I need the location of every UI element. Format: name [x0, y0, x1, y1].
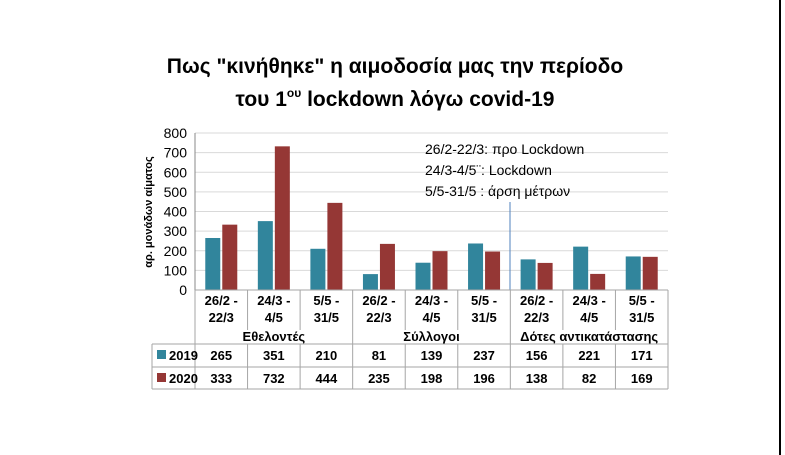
y-tick-label: 500	[164, 184, 188, 200]
table-value: 82	[582, 371, 596, 386]
bar-2019-3	[362, 274, 378, 290]
legend-swatch-2020	[157, 373, 166, 382]
bar-2020-0	[222, 224, 238, 290]
category-label: 22/3	[209, 310, 234, 325]
chart-title-line-1: Πως "κινήθηκε" η αιμοδοσία μας την περίο…	[110, 55, 680, 79]
category-label: 22/3	[524, 310, 549, 325]
y-tick-label: 400	[164, 204, 188, 220]
title-line-2-superscript: ου	[286, 86, 302, 100]
bar-2020-5	[485, 251, 501, 290]
table-value: 237	[473, 348, 495, 363]
y-tick-label: 200	[164, 243, 188, 259]
table-value: 138	[526, 371, 548, 386]
category-label: 4/5	[265, 310, 283, 325]
category-label: 22/3	[366, 310, 391, 325]
bar-2020-1	[274, 146, 290, 290]
title-line-1-text: Πως "κινήθηκε" η αιμοδοσία μας την περίο…	[166, 55, 624, 78]
bar-2019-6	[520, 259, 536, 290]
category-label: 5/5 -	[313, 293, 339, 308]
y-tick-label: 600	[164, 164, 188, 180]
y-tick-label: 300	[164, 223, 188, 239]
legend-label: 2019	[169, 348, 198, 363]
bar-2020-8	[642, 256, 658, 290]
table-value: 221	[578, 348, 600, 363]
table-value: 196	[473, 371, 495, 386]
table-value: 235	[368, 371, 390, 386]
annotation-text: 24/3-4/5¨: Lockdown	[425, 162, 552, 178]
y-tick-label: 700	[164, 145, 188, 161]
right-edge-line	[779, 0, 781, 455]
category-label: 24/3 -	[415, 293, 448, 308]
legend-label: 2020	[169, 371, 198, 386]
bar-2019-5	[468, 243, 484, 290]
table-value: 732	[263, 371, 285, 386]
category-label: 26/2 -	[205, 293, 238, 308]
category-label: 31/5	[314, 310, 339, 325]
group-label: Δότες αντικατάστασης	[520, 329, 658, 344]
group-label: Εθελοντές	[243, 329, 306, 344]
table-value: 169	[631, 371, 653, 386]
table-value: 81	[372, 348, 386, 363]
category-label: 24/3 -	[257, 293, 290, 308]
category-label: 24/3 -	[573, 293, 606, 308]
chart-title-line-2: του 1ου lockdown λόγω covid-19	[110, 86, 680, 112]
category-label: 5/5 -	[471, 293, 497, 308]
category-label: 26/2 -	[520, 293, 553, 308]
title-line-2-prefix: του 1	[235, 88, 287, 111]
table-value: 210	[316, 348, 338, 363]
gridlines	[195, 132, 668, 271]
bar-2019-0	[205, 237, 221, 290]
table-value: 333	[210, 371, 232, 386]
y-axis-label: αρ. μονάδων αίματος	[143, 156, 155, 268]
bar-2019-1	[257, 221, 273, 290]
table-value: 156	[526, 348, 548, 363]
bar-2020-4	[432, 251, 448, 290]
bar-2019-4	[415, 262, 431, 290]
table-value: 351	[263, 348, 285, 363]
bar-2019-2	[310, 248, 326, 290]
bar-2020-2	[327, 202, 343, 290]
category-label: 31/5	[471, 310, 496, 325]
table-value: 265	[210, 348, 232, 363]
legend-swatch-2019	[157, 350, 166, 359]
category-label: 31/5	[629, 310, 654, 325]
bar-2019-8	[625, 256, 641, 290]
annotations: 26/2-22/3: προ Lockdown 24/3-4/5¨: Lockdo…	[425, 141, 584, 290]
y-axis: 0 100 200 300 400 500 600 700 800	[164, 125, 196, 298]
table-value: 139	[421, 348, 443, 363]
category-label: 4/5	[422, 310, 440, 325]
group-label: Σύλλογοι	[403, 329, 460, 344]
data-table: 26/2 - 22/3 24/3 - 4/5 5/5 - 31/5 Εθελοντές 26/…	[151, 289, 669, 390]
bar-2020-3	[379, 243, 395, 290]
annotation-text: 5/5-31/5 : άρση μέτρων	[425, 183, 570, 199]
y-tick-label: 800	[164, 125, 188, 141]
bar-2020-7	[590, 273, 606, 290]
table-value: 444	[316, 371, 338, 386]
title-line-2-suffix: lockdown λόγω covid-19	[301, 88, 555, 111]
y-tick-label: 100	[164, 262, 188, 278]
annotation-text: 26/2-22/3: προ Lockdown	[425, 141, 584, 157]
category-label: 4/5	[580, 310, 598, 325]
bar-2019-7	[573, 246, 589, 290]
category-label: 5/5 -	[629, 293, 655, 308]
bar-2020-6	[537, 262, 553, 290]
bars	[205, 146, 658, 290]
category-label: 26/2 -	[362, 293, 395, 308]
table-value: 171	[631, 348, 653, 363]
table-value: 198	[421, 371, 443, 386]
y-tick-label: 0	[179, 282, 187, 298]
